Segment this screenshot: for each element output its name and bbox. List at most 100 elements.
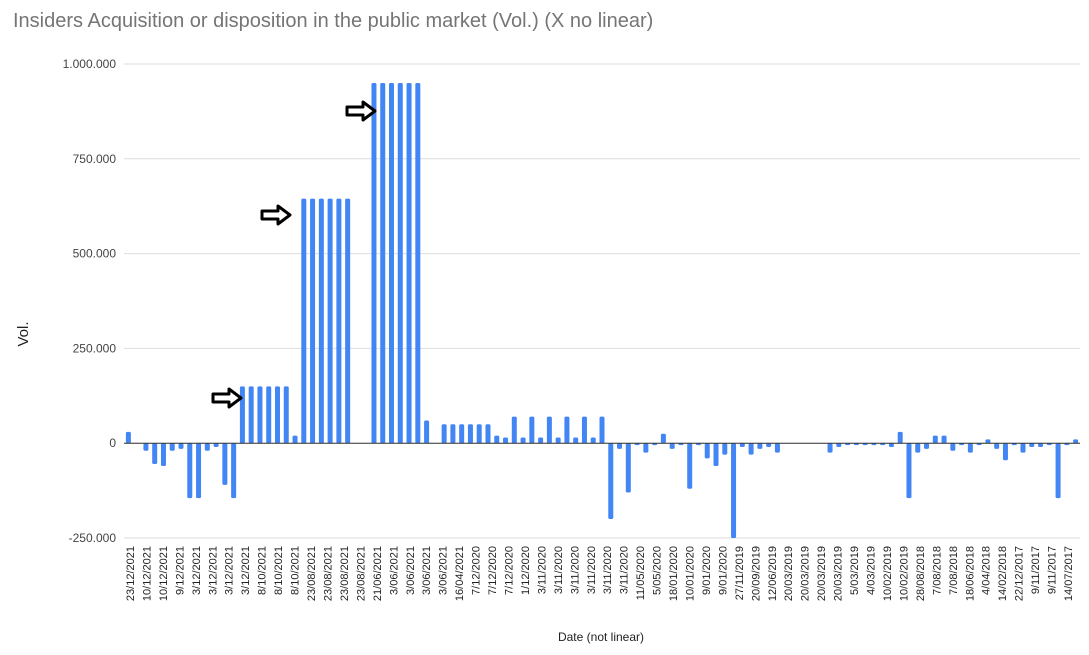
x-tick-label: 3/11/2020	[602, 546, 614, 594]
bar	[222, 443, 228, 485]
bar	[713, 443, 719, 466]
bar	[257, 386, 263, 444]
bar	[1038, 443, 1044, 447]
x-tick-label: 23/12/2021	[125, 546, 137, 601]
bar	[888, 443, 894, 447]
y-tick-label: 750.000	[73, 152, 117, 166]
bar	[1020, 443, 1026, 453]
x-tick-label: 5/05/2020	[652, 546, 664, 595]
annotation-arrows	[211, 100, 377, 409]
x-tick-label: 18/01/2020	[668, 546, 680, 601]
x-tick-label: 3/11/2020	[553, 546, 565, 594]
bar	[529, 416, 535, 444]
x-tick-label: 3/06/2021	[438, 546, 450, 595]
bar	[538, 437, 544, 444]
y-tick-label: -250.000	[69, 531, 117, 545]
bar	[739, 443, 745, 447]
x-tick-label: 11/05/2020	[635, 546, 647, 600]
bar	[985, 439, 991, 444]
x-tick-label: 14/07/2017	[1063, 546, 1075, 601]
x-tick-label: 3/11/2020	[569, 546, 581, 594]
x-tick-label: 3/06/2021	[405, 546, 417, 595]
bar	[143, 443, 149, 451]
x-tick-label: 7/12/2020	[487, 546, 499, 595]
x-tick-label: 8/10/2021	[290, 546, 302, 595]
bar	[485, 424, 491, 444]
x-tick-label: 10/12/2021	[158, 546, 170, 601]
bar	[336, 198, 342, 444]
bar	[774, 443, 780, 453]
y-tick-label: 1.000.000	[63, 57, 117, 71]
bar	[178, 443, 184, 449]
x-tick-label: 23/08/2021	[306, 546, 318, 601]
bar	[546, 416, 552, 444]
x-tick-label: 3/12/2021	[240, 546, 252, 595]
x-tick-label: 8/10/2021	[273, 546, 285, 595]
bar	[310, 198, 316, 444]
bar	[196, 443, 202, 499]
bars	[125, 82, 1079, 538]
bar	[459, 424, 465, 444]
bar	[266, 386, 272, 444]
x-tick-label: 3/11/2020	[619, 546, 631, 594]
bar	[555, 437, 561, 444]
bar	[915, 443, 921, 453]
x-tick-label: 23/08/2021	[355, 546, 367, 601]
bar	[380, 82, 386, 444]
x-tick-label: 4/03/2019	[866, 546, 878, 595]
bar	[1055, 443, 1061, 499]
bar	[169, 443, 175, 451]
x-tick-label: 23/08/2021	[339, 546, 351, 601]
bar	[573, 437, 579, 444]
arrow-icon	[345, 100, 377, 122]
x-tick-label: 7/08/2018	[948, 546, 960, 595]
x-tick-label: 9/12/2021	[174, 546, 186, 595]
x-tick-label: 20/03/2019	[833, 546, 845, 601]
x-tick-label: 21/06/2021	[372, 546, 384, 601]
bar	[292, 435, 298, 444]
bar	[766, 443, 772, 447]
x-tick-label: 10/02/2019	[898, 546, 910, 601]
bar	[283, 386, 289, 444]
x-tick-label: 3/06/2021	[421, 546, 433, 595]
x-tick-label: 22/12/2017	[1014, 546, 1026, 601]
bar	[1029, 443, 1035, 447]
x-tick-label: 23/08/2021	[322, 546, 334, 601]
x-tick-label: 10/02/2019	[882, 546, 894, 601]
bar	[231, 443, 237, 499]
x-tick-label: 28/08/2018	[915, 546, 927, 601]
x-tick-label: 12/06/2019	[767, 546, 779, 601]
x-tick-label: 3/12/2021	[191, 546, 203, 595]
x-tick-label: 4/04/2018	[981, 546, 993, 595]
bar	[511, 416, 517, 444]
bar	[924, 443, 930, 449]
bar	[494, 435, 500, 444]
bar	[967, 443, 973, 453]
bar	[617, 443, 623, 449]
x-tick-label: 10/01/2020	[685, 546, 697, 601]
x-tick-label: 10/12/2021	[141, 546, 153, 601]
bar	[239, 386, 245, 444]
bar	[318, 198, 324, 444]
bar	[748, 443, 754, 455]
x-tick-label: 16/04/2021	[454, 546, 466, 601]
arrow-icon	[211, 387, 243, 409]
x-tick-label: 3/12/2021	[207, 546, 219, 595]
bar	[994, 443, 1000, 449]
y-axis-title: Vol.	[15, 321, 32, 346]
x-tick-label: 8/10/2021	[257, 546, 269, 595]
bar	[581, 416, 587, 444]
x-tick-label: 3/12/2021	[224, 546, 236, 595]
bar	[932, 435, 938, 444]
y-tick-label: 0	[109, 436, 116, 450]
bar	[897, 431, 903, 444]
bar	[687, 443, 693, 489]
bar	[424, 420, 430, 444]
bar	[757, 443, 763, 449]
x-tick-label: 7/12/2020	[503, 546, 515, 595]
bar	[467, 424, 473, 444]
chart-title: Insiders Acquisition or disposition in t…	[13, 10, 654, 32]
x-axis-ticks: 23/12/2021 10/12/2021 10/12/2021 9/12/2021 3…	[125, 546, 1075, 601]
bar	[941, 435, 947, 444]
